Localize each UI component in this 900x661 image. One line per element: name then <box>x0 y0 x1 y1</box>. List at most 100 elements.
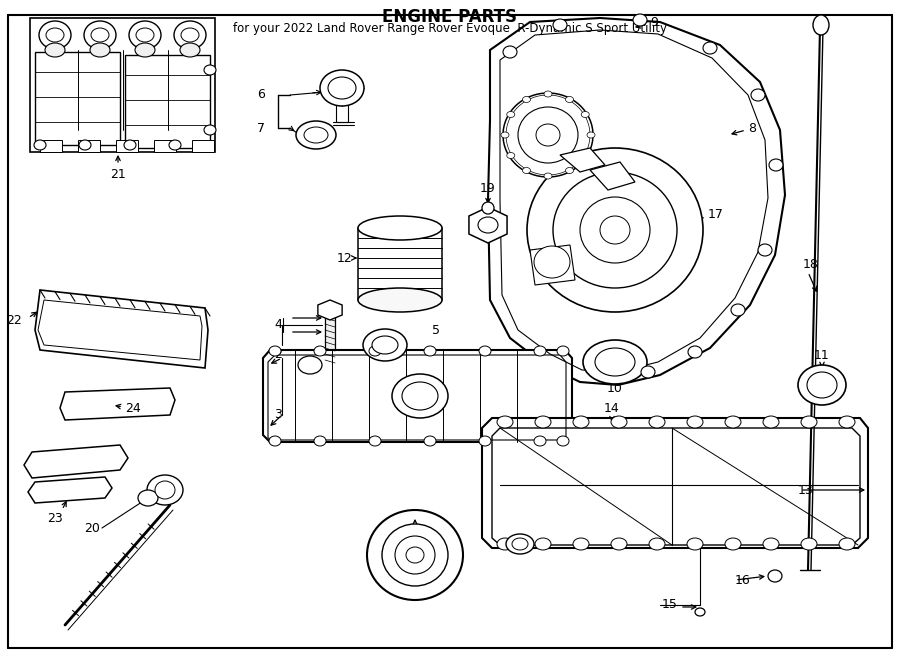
Text: 3: 3 <box>274 408 282 422</box>
Polygon shape <box>530 245 575 285</box>
Text: 20: 20 <box>84 522 100 535</box>
Ellipse shape <box>557 346 569 356</box>
Ellipse shape <box>758 244 772 256</box>
Ellipse shape <box>798 365 846 405</box>
Ellipse shape <box>46 28 64 42</box>
Ellipse shape <box>503 46 517 58</box>
Ellipse shape <box>155 481 175 499</box>
Ellipse shape <box>402 382 438 410</box>
Ellipse shape <box>136 28 154 42</box>
Text: 12: 12 <box>337 251 352 264</box>
Text: 24: 24 <box>125 401 140 414</box>
Ellipse shape <box>523 97 530 102</box>
Text: 21: 21 <box>110 168 126 181</box>
Ellipse shape <box>174 21 206 49</box>
Ellipse shape <box>768 570 782 582</box>
Bar <box>192 140 214 152</box>
Bar <box>116 140 138 152</box>
Ellipse shape <box>641 366 655 378</box>
Ellipse shape <box>84 21 116 49</box>
Ellipse shape <box>138 490 158 506</box>
Ellipse shape <box>296 121 336 149</box>
Ellipse shape <box>497 416 513 428</box>
Text: 13: 13 <box>798 483 814 496</box>
Ellipse shape <box>573 416 589 428</box>
Text: 16: 16 <box>735 574 751 586</box>
Polygon shape <box>469 207 507 243</box>
Ellipse shape <box>581 112 590 118</box>
Ellipse shape <box>372 336 398 354</box>
Text: 17: 17 <box>708 208 724 221</box>
Text: 11: 11 <box>814 349 830 362</box>
Polygon shape <box>35 290 208 368</box>
Polygon shape <box>35 52 120 145</box>
Ellipse shape <box>180 43 200 57</box>
Ellipse shape <box>581 153 590 159</box>
Text: 4: 4 <box>274 319 282 332</box>
Ellipse shape <box>91 28 109 42</box>
Ellipse shape <box>611 538 627 550</box>
Ellipse shape <box>147 475 183 505</box>
Ellipse shape <box>39 21 71 49</box>
Bar <box>358 228 442 300</box>
Ellipse shape <box>527 148 703 312</box>
Polygon shape <box>590 162 635 190</box>
Ellipse shape <box>731 304 745 316</box>
Ellipse shape <box>129 21 161 49</box>
Ellipse shape <box>695 608 705 616</box>
Ellipse shape <box>703 42 717 54</box>
Ellipse shape <box>725 538 741 550</box>
Ellipse shape <box>204 125 216 135</box>
Text: 7: 7 <box>257 122 265 134</box>
Ellipse shape <box>600 216 630 244</box>
Text: 22: 22 <box>6 313 22 327</box>
Ellipse shape <box>314 436 326 446</box>
Ellipse shape <box>314 346 326 356</box>
Ellipse shape <box>813 15 829 35</box>
Text: 23: 23 <box>47 512 63 525</box>
Ellipse shape <box>367 510 463 600</box>
Ellipse shape <box>269 436 281 446</box>
Ellipse shape <box>583 340 647 384</box>
Polygon shape <box>482 418 868 548</box>
Polygon shape <box>560 148 605 172</box>
Ellipse shape <box>839 538 855 550</box>
Text: 18: 18 <box>803 258 819 272</box>
Polygon shape <box>28 477 112 503</box>
Ellipse shape <box>633 14 647 26</box>
Ellipse shape <box>769 159 783 171</box>
Bar <box>40 140 62 152</box>
Text: 2: 2 <box>274 348 282 362</box>
Ellipse shape <box>45 43 65 57</box>
Bar <box>154 140 176 152</box>
Text: 8: 8 <box>748 122 756 134</box>
Ellipse shape <box>479 436 491 446</box>
Ellipse shape <box>687 416 703 428</box>
Bar <box>336 100 348 122</box>
Ellipse shape <box>580 197 650 263</box>
Ellipse shape <box>507 153 515 159</box>
Ellipse shape <box>503 93 593 177</box>
Ellipse shape <box>595 348 635 376</box>
Ellipse shape <box>90 43 110 57</box>
Ellipse shape <box>534 246 570 278</box>
Ellipse shape <box>587 132 595 138</box>
Text: 1: 1 <box>411 537 418 550</box>
Text: 14: 14 <box>604 402 620 415</box>
Text: 15: 15 <box>662 598 678 611</box>
Ellipse shape <box>534 436 546 446</box>
Ellipse shape <box>424 346 436 356</box>
Ellipse shape <box>553 172 677 288</box>
Ellipse shape <box>536 124 560 146</box>
Ellipse shape <box>801 538 817 550</box>
Ellipse shape <box>801 416 817 428</box>
Ellipse shape <box>328 77 356 99</box>
Ellipse shape <box>688 346 702 358</box>
Ellipse shape <box>181 28 199 42</box>
Ellipse shape <box>565 97 573 102</box>
Ellipse shape <box>497 538 513 550</box>
Text: 5: 5 <box>432 323 440 336</box>
Ellipse shape <box>204 65 216 75</box>
Ellipse shape <box>573 538 589 550</box>
Polygon shape <box>60 388 175 420</box>
